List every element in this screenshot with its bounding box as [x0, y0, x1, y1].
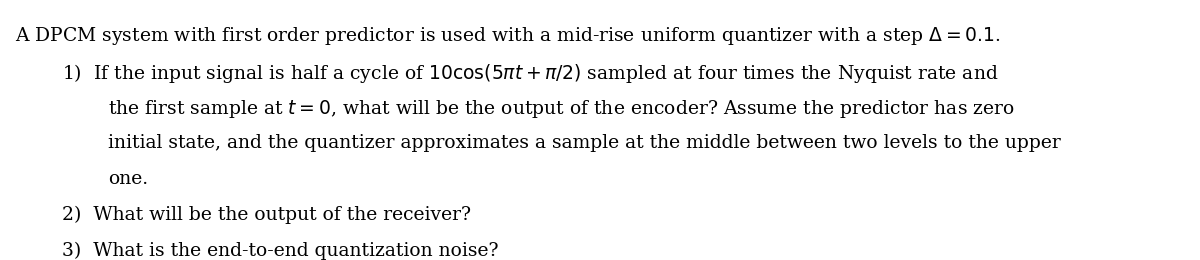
- Text: 2)  What will be the output of the receiver?: 2) What will be the output of the receiv…: [62, 206, 470, 224]
- Text: 3)  What is the end-to-end quantization noise?: 3) What is the end-to-end quantization n…: [62, 242, 498, 260]
- Text: initial state, and the quantizer approximates a sample at the middle between two: initial state, and the quantizer approxi…: [108, 134, 1061, 152]
- Text: the first sample at $t = 0$, what will be the output of the encoder? Assume the : the first sample at $t = 0$, what will b…: [108, 98, 1015, 120]
- Text: A DPCM system with first order predictor is used with a mid-rise uniform quantiz: A DPCM system with first order predictor…: [14, 25, 1001, 47]
- Text: 1)  If the input signal is half a cycle of $10\cos(5\pi t+\pi/2)$ sampled at fou: 1) If the input signal is half a cycle o…: [62, 62, 998, 85]
- Text: one.: one.: [108, 170, 148, 188]
